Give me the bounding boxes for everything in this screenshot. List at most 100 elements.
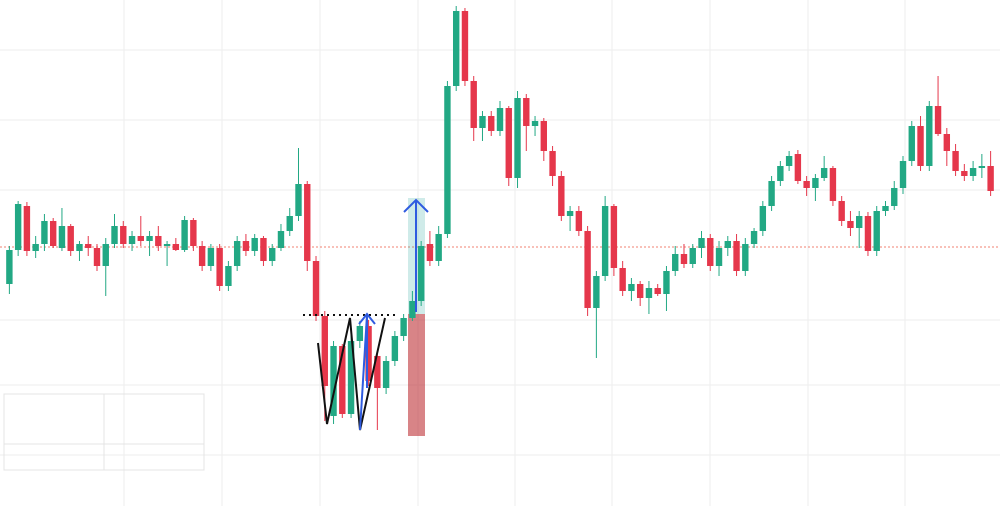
- measure-line: [359, 314, 368, 431]
- candle-body: [768, 181, 775, 206]
- candle-body: [619, 268, 626, 291]
- candle-body: [496, 108, 504, 131]
- candle-body: [347, 341, 355, 414]
- candle-body: [864, 216, 872, 251]
- candle-body: [952, 151, 959, 171]
- candle-body: [750, 231, 758, 244]
- candle-body: [435, 234, 442, 261]
- candle-body: [812, 178, 819, 188]
- candle-body: [32, 244, 39, 251]
- candle-body: [926, 106, 933, 166]
- candle-body: [514, 98, 521, 178]
- candle-body: [146, 236, 153, 241]
- candle-body: [820, 168, 828, 178]
- candle-body: [777, 166, 784, 181]
- candle-body: [470, 81, 477, 128]
- candle-body: [242, 241, 250, 251]
- stop-zone: [408, 314, 425, 436]
- candle-body: [102, 244, 109, 266]
- candles: [6, 6, 994, 430]
- candle-body: [6, 250, 13, 284]
- candle-body: [531, 121, 539, 126]
- candle-body: [321, 316, 328, 386]
- candle-body: [190, 220, 197, 246]
- candle-body: [549, 151, 556, 176]
- candle-body: [558, 176, 565, 216]
- candle-body: [391, 336, 399, 361]
- candle-body: [803, 181, 810, 188]
- candle-body: [207, 248, 215, 266]
- candle-body: [137, 236, 144, 241]
- candle-body: [882, 206, 889, 211]
- candle-body: [312, 261, 320, 316]
- candle-body: [163, 244, 171, 246]
- candle-body: [847, 221, 854, 228]
- candle-body: [426, 244, 434, 261]
- candle-body: [233, 241, 241, 266]
- candle-body: [987, 166, 994, 191]
- candle-body: [452, 11, 460, 86]
- candle-body: [724, 241, 731, 248]
- candle-body: [785, 156, 793, 166]
- candle-body: [286, 216, 293, 231]
- candle-body: [636, 284, 644, 298]
- candle-body: [216, 248, 223, 286]
- arrow-head: [358, 312, 376, 325]
- candle-body: [85, 244, 92, 248]
- candle-body: [330, 346, 337, 416]
- candle-body: [628, 284, 635, 291]
- candle-body: [198, 246, 206, 266]
- candle-body: [645, 288, 653, 298]
- candle-body: [873, 211, 880, 251]
- candle-body: [742, 244, 749, 271]
- candle-body: [891, 188, 898, 206]
- candle-body: [269, 248, 276, 261]
- candle-body: [856, 216, 863, 228]
- candle-body: [593, 276, 600, 308]
- candle-body: [610, 206, 618, 268]
- candle-body: [14, 204, 22, 250]
- candle-body: [663, 271, 670, 294]
- candle-body: [978, 166, 986, 168]
- candle-body: [961, 171, 968, 176]
- candle-body: [251, 238, 258, 251]
- candle-body: [41, 221, 48, 244]
- candle-body: [58, 226, 66, 248]
- candle-body: [689, 248, 696, 264]
- candle-body: [365, 326, 372, 381]
- candle-body: [277, 231, 285, 248]
- candle-body: [260, 238, 267, 261]
- candle-body: [899, 161, 907, 188]
- double-bottom: [317, 317, 386, 431]
- candle-body: [172, 244, 180, 250]
- candle-body: [400, 318, 407, 336]
- candle-body: [409, 301, 416, 318]
- candle-body: [917, 126, 924, 166]
- candle-body: [680, 254, 688, 264]
- candle-body: [120, 226, 127, 244]
- candle-body: [523, 98, 530, 126]
- candle-body: [540, 121, 548, 151]
- candle-body: [505, 108, 512, 178]
- arrow-head: [403, 198, 429, 213]
- candle-body: [67, 226, 74, 251]
- candle-body: [128, 236, 136, 244]
- candle-body: [111, 226, 118, 244]
- candle-body: [566, 211, 574, 216]
- candle-body: [374, 356, 381, 388]
- candle-body: [225, 266, 232, 286]
- candle-body: [356, 326, 364, 341]
- candle-body: [575, 211, 583, 231]
- candle-body: [934, 106, 942, 134]
- candle-body: [969, 168, 977, 176]
- candle-body: [584, 231, 591, 308]
- candle-body: [417, 246, 425, 301]
- candle-body: [672, 254, 679, 271]
- candle-body: [339, 346, 346, 414]
- candle-body: [479, 116, 486, 128]
- candle-body: [733, 241, 740, 271]
- candle-body: [838, 201, 845, 221]
- candle-body: [707, 238, 714, 266]
